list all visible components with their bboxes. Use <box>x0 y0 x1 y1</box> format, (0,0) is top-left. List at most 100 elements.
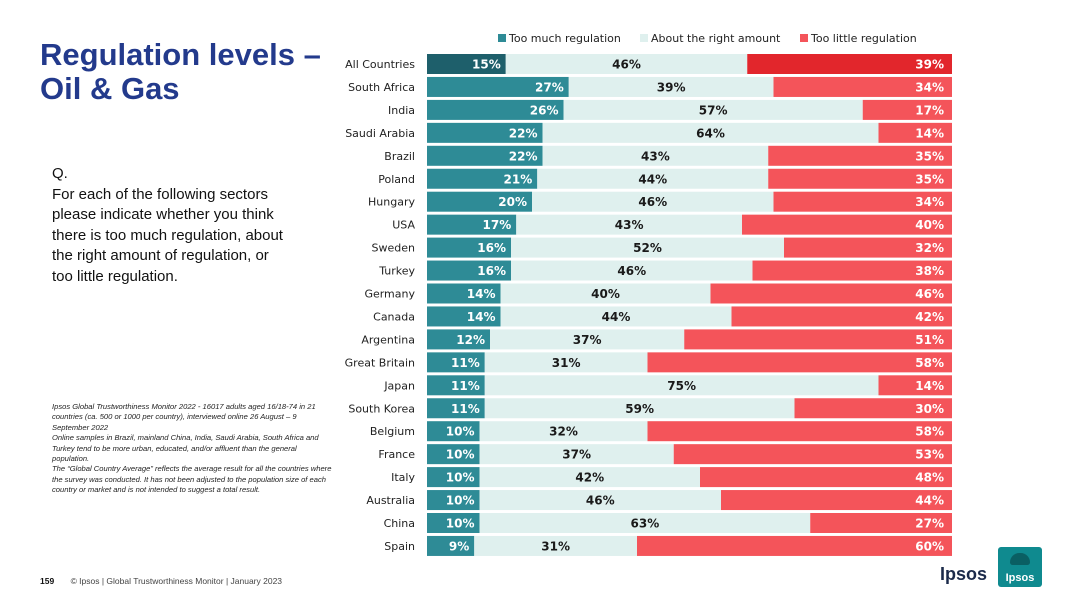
bar-about-right <box>568 76 774 97</box>
bar-too-little <box>700 467 952 488</box>
bar-too-much <box>427 375 485 396</box>
value-too-much: 12% <box>456 333 485 347</box>
bar-too-much <box>427 168 538 189</box>
category-label: Canada <box>373 310 415 323</box>
value-too-little: 35% <box>915 149 944 163</box>
value-too-little: 32% <box>915 241 944 255</box>
category-label: Italy <box>391 471 415 484</box>
bar-too-little <box>747 54 952 74</box>
bar-too-much <box>427 513 480 533</box>
value-too-little: 39% <box>915 58 944 72</box>
category-label: Australia <box>366 494 415 507</box>
bar-too-much <box>427 329 490 350</box>
footer: 159 © Ipsos | Global Trustworthiness Mon… <box>40 576 282 586</box>
value-too-little: 30% <box>915 402 944 416</box>
value-too-much: 14% <box>467 310 496 324</box>
bar-too-much <box>427 352 485 373</box>
value-too-much: 22% <box>509 149 538 163</box>
bar-about-right <box>542 145 769 166</box>
bar-about-right <box>537 168 769 189</box>
value-too-much: 16% <box>477 264 506 278</box>
logo-badge-text: Ipsos <box>1005 572 1035 584</box>
bar-too-little <box>752 260 952 281</box>
bar-about-right <box>474 535 637 556</box>
value-too-much: 10% <box>446 494 475 508</box>
bar-too-much <box>427 214 517 235</box>
category-label: India <box>388 104 415 117</box>
value-about-right: 46% <box>638 195 667 209</box>
ipsos-logo: Ipsos <box>998 547 1042 587</box>
bar-too-much <box>427 490 480 511</box>
category-label: Poland <box>378 173 415 186</box>
bar-too-much <box>427 398 485 419</box>
bar-too-little <box>684 329 952 350</box>
legend-swatch-1 <box>498 34 506 42</box>
value-too-little: 40% <box>915 218 944 232</box>
bar-too-much <box>427 99 564 120</box>
value-too-little: 51% <box>915 333 944 347</box>
category-label: Turkey <box>378 265 415 278</box>
value-too-much: 10% <box>446 448 475 462</box>
category-label: South Africa <box>348 81 415 94</box>
value-too-much: 11% <box>451 356 480 370</box>
bar-too-little <box>794 398 952 419</box>
bar-too-much <box>427 467 480 488</box>
value-too-little: 34% <box>915 80 944 94</box>
value-about-right: 63% <box>631 517 660 531</box>
bar-about-right <box>479 467 700 488</box>
legend-label-3: Too little regulation <box>810 32 917 45</box>
legend-label-1: Too much regulation <box>508 32 621 45</box>
value-about-right: 46% <box>617 264 646 278</box>
question-text: For each of the following sectors please… <box>52 185 283 285</box>
value-about-right: 59% <box>625 402 654 416</box>
category-label: USA <box>392 219 415 232</box>
bar-about-right <box>511 237 784 258</box>
value-about-right: 37% <box>573 333 602 347</box>
value-too-little: 44% <box>915 494 944 508</box>
value-about-right: 37% <box>562 448 591 462</box>
value-too-little: 38% <box>915 264 944 278</box>
bar-about-right <box>505 54 748 74</box>
page-title: Regulation levels – Oil & Gas <box>40 37 321 106</box>
logo-shape <box>1010 553 1030 565</box>
value-too-much: 21% <box>504 172 533 186</box>
bar-about-right <box>479 490 721 511</box>
category-label: Great Britain <box>345 356 415 369</box>
category-label: Belgium <box>370 425 415 438</box>
value-too-little: 27% <box>915 517 944 531</box>
value-too-much: 26% <box>530 103 559 117</box>
bar-about-right <box>479 421 648 442</box>
value-too-little: 34% <box>915 195 944 209</box>
category-label: Hungary <box>368 196 415 209</box>
value-about-right: 46% <box>586 494 615 508</box>
note-online-samples: Online samples in Brazil, mainland China… <box>52 433 319 464</box>
bar-too-much <box>427 237 511 258</box>
bar-too-little <box>810 513 952 533</box>
bar-too-much <box>427 54 506 74</box>
bar-too-little <box>878 375 952 396</box>
value-about-right: 46% <box>612 58 641 72</box>
bar-too-little <box>721 490 952 511</box>
bar-about-right <box>532 191 774 212</box>
bar-too-much <box>427 444 480 465</box>
question-label: Q. <box>52 165 68 182</box>
category-label: Spain <box>384 540 415 553</box>
category-label: South Korea <box>348 402 415 415</box>
bar-too-little <box>768 168 952 189</box>
bar-too-little <box>768 145 952 166</box>
bar-too-little <box>673 444 952 465</box>
value-too-little: 48% <box>915 471 944 485</box>
value-about-right: 64% <box>696 126 725 140</box>
bar-about-right <box>511 260 753 281</box>
bar-too-much <box>427 76 569 97</box>
bar-too-little <box>647 421 952 442</box>
bar-about-right <box>484 352 648 373</box>
value-too-little: 53% <box>915 448 944 462</box>
value-too-little: 46% <box>915 287 944 301</box>
value-about-right: 39% <box>657 80 686 94</box>
question-block: Q. For each of the following sectors ple… <box>52 164 292 288</box>
bar-about-right <box>479 513 811 533</box>
value-too-little: 17% <box>915 103 944 117</box>
value-too-little: 60% <box>915 539 944 553</box>
value-about-right: 44% <box>638 172 667 186</box>
